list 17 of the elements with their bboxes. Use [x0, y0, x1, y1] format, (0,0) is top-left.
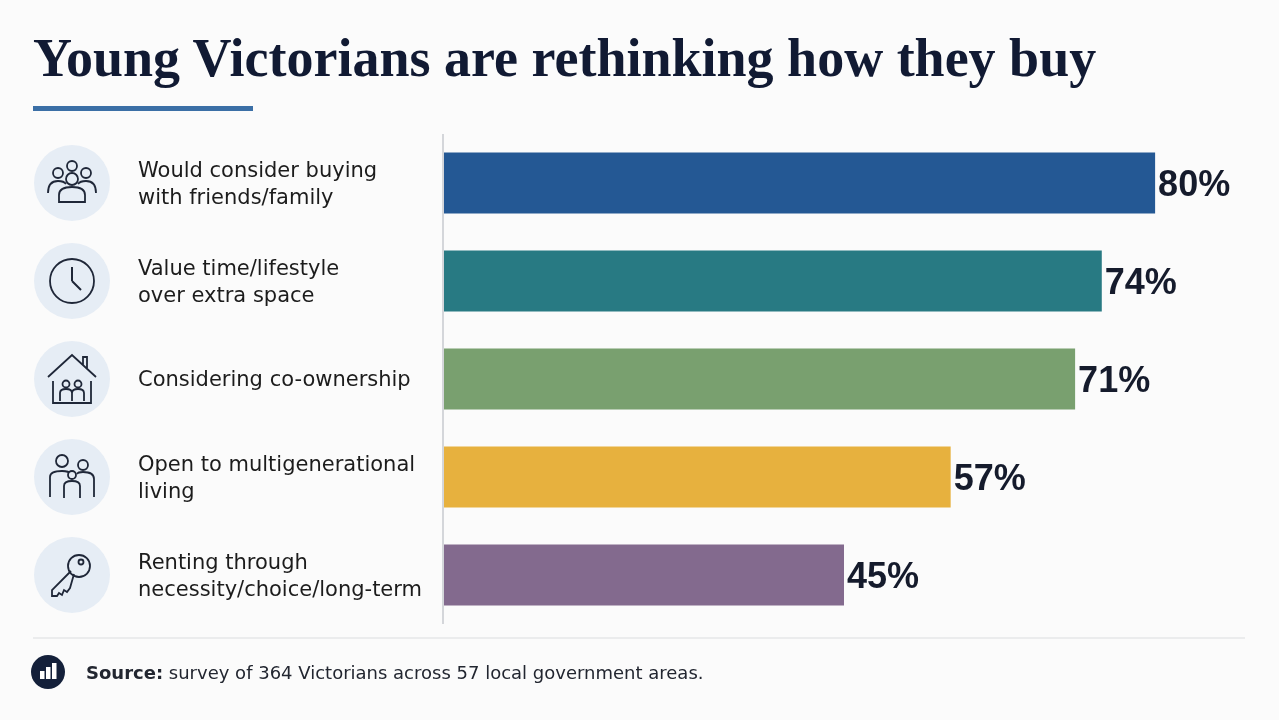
bar: [444, 544, 844, 606]
data-label: 71%: [1078, 358, 1151, 400]
bar: [444, 250, 1102, 312]
source-note: Source: survey of 364 Victorians across 57 local government areas.: [86, 662, 704, 683]
y-tick-label: Open to multigenerational living: [138, 452, 416, 504]
data-label: 57%: [953, 456, 1026, 498]
y-tick-label: Value time/lifestyle over extra space: [138, 256, 340, 308]
data-label: 74%: [1104, 260, 1177, 302]
y-tick-label: Considering co-ownership: [138, 367, 411, 391]
bar: [444, 152, 1156, 214]
bar: [444, 446, 951, 508]
bar: [444, 348, 1076, 410]
y-tick-label: Would consider buying with friends/family: [138, 158, 378, 210]
data-label: 80%: [1158, 162, 1231, 204]
y-tick-label: Renting through necessity/choice/long-term: [138, 550, 423, 602]
chart-title: Young Victorians are rethinking how they buy: [33, 27, 1097, 88]
data-label: 45%: [847, 554, 920, 596]
